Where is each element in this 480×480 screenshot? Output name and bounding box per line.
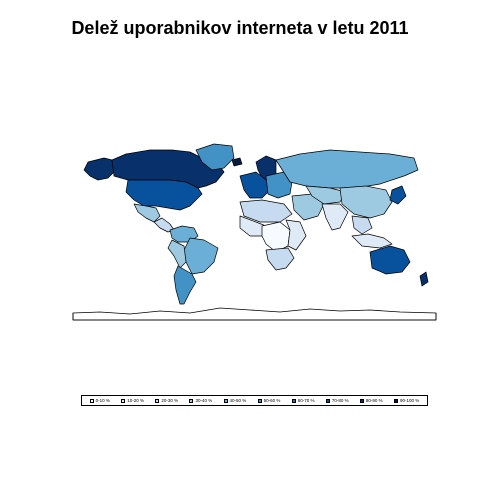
- region-china: [339, 185, 393, 219]
- legend-swatch: [155, 398, 160, 403]
- legend-swatch: [89, 398, 94, 403]
- region-brazil: [183, 237, 219, 275]
- legend-label: 80-90 %: [365, 398, 383, 403]
- legend-item: 70-80 %: [325, 398, 349, 403]
- legend-item: 20-30 %: [155, 398, 178, 403]
- region-russia: [275, 149, 419, 189]
- legend-label: 20-30 %: [161, 398, 179, 403]
- legend-label: 90-100 %: [400, 398, 420, 403]
- region-argentina-chile: [173, 265, 197, 305]
- legend-item: 90-100 %: [394, 398, 419, 403]
- map-title: Delež uporabnikov interneta v letu 2011: [71, 18, 409, 38]
- region-mexico: [133, 203, 161, 223]
- legend-swatch: [359, 398, 364, 403]
- legend-item: 30-40 %: [189, 398, 212, 403]
- region-alaska: [83, 157, 115, 181]
- legend-swatch: [291, 398, 296, 403]
- region-southeast-asia: [351, 215, 373, 235]
- map-legend: 0-10 % 10-20 % 20-30 % 30-40 % 40-50 % 50-60 …: [81, 395, 428, 406]
- legend-swatch: [189, 398, 194, 403]
- legend-item: 10-20 %: [121, 398, 144, 403]
- region-central-africa: [261, 221, 291, 253]
- legend-label: 50-60 %: [263, 398, 281, 403]
- legend-label: 0-10 %: [95, 398, 110, 403]
- legend-item: 0-10 %: [89, 398, 110, 403]
- legend-label: 10-20 %: [127, 398, 145, 403]
- region-antarctica: [72, 307, 437, 321]
- legend-swatch: [325, 398, 330, 403]
- legend-item: 50-60 %: [257, 398, 281, 403]
- region-australia: [369, 245, 411, 275]
- region-north-africa: [239, 199, 293, 223]
- region-india: [321, 203, 349, 231]
- legend-label: 70-80 %: [331, 398, 349, 403]
- legend-label: 60-70 %: [297, 398, 315, 403]
- legend-swatch: [257, 398, 262, 403]
- region-southern-africa: [265, 247, 295, 271]
- legend-item: 60-70 %: [291, 398, 315, 403]
- legend-item: 80-90 %: [359, 398, 383, 403]
- region-japan-korea: [389, 185, 407, 205]
- region-usa: [125, 179, 203, 211]
- region-east-africa: [285, 219, 307, 251]
- region-peru-bolivia: [167, 239, 187, 269]
- legend-swatch: [121, 398, 126, 403]
- legend-label: 30-40 %: [195, 398, 213, 403]
- region-central-asia: [305, 185, 347, 205]
- region-new-zealand: [419, 271, 429, 287]
- legend-item: 40-50 %: [223, 398, 247, 403]
- legend-swatch: [223, 398, 228, 403]
- legend-swatch: [394, 398, 398, 403]
- region-western-europe: [239, 171, 271, 199]
- region-greenland: [195, 143, 235, 171]
- legend-label: 40-50 %: [229, 398, 247, 403]
- region-indonesia: [351, 233, 393, 249]
- region-iceland: [231, 157, 243, 167]
